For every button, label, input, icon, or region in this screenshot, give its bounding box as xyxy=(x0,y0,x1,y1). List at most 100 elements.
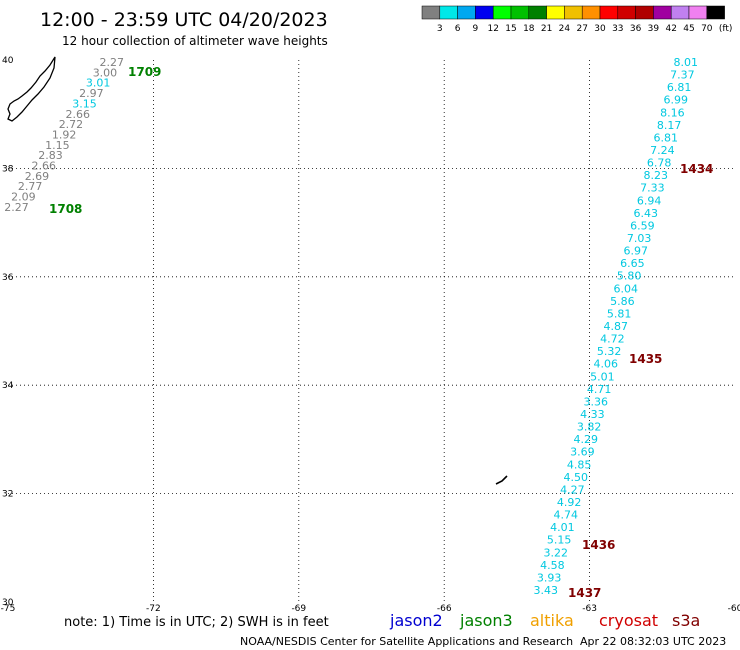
legend-swatch xyxy=(599,5,619,20)
wave-height-label: 5.81 xyxy=(607,307,632,320)
legend-label: 70 xyxy=(701,24,713,34)
lat-tick-label: 30 xyxy=(2,598,14,608)
wave-height-label: 6.04 xyxy=(614,282,639,295)
lon-tick-label: -72 xyxy=(146,604,161,614)
lat-tick-label: 34 xyxy=(2,381,14,391)
legend-swatch xyxy=(581,5,601,20)
lon-tick-label: -66 xyxy=(437,604,452,614)
legend-label: 27 xyxy=(576,24,587,34)
wave-height-label: 3.22 xyxy=(544,546,569,559)
legend-label: 6 xyxy=(455,24,461,34)
pass-time-label: 1709 xyxy=(128,65,161,79)
wave-height-label: 4.27 xyxy=(560,483,585,496)
legend-label: 9 xyxy=(473,24,479,34)
legend-swatch xyxy=(564,5,583,20)
satellite-name: cryosat xyxy=(599,611,658,630)
wave-height-label: 4.74 xyxy=(554,509,579,522)
legend-swatch xyxy=(635,5,654,20)
wave-height-label: 2.77 xyxy=(18,180,43,193)
lat-tick-label: 32 xyxy=(2,490,13,500)
wave-height-label: 5.32 xyxy=(597,345,622,358)
wave-height-label: 1.15 xyxy=(45,139,70,152)
legend-label: 18 xyxy=(523,24,535,34)
wave-height-label: 7.03 xyxy=(627,232,652,245)
pass-time-label: 1708 xyxy=(49,202,82,216)
satellite-name: jason3 xyxy=(459,611,513,630)
credit-text: NOAA/NESDIS Center for Satellite Applica… xyxy=(240,635,573,648)
wave-height-label: 6.43 xyxy=(634,207,659,220)
wave-height-label: 6.94 xyxy=(637,194,662,207)
legend-label: 21 xyxy=(541,24,552,34)
wave-height-label: 7.24 xyxy=(650,144,675,157)
legend-unit: (ft) xyxy=(719,24,733,34)
wave-height-label: 2.66 xyxy=(66,108,91,121)
wave-height-label: 8.16 xyxy=(660,106,685,119)
wave-height-label: 2.97 xyxy=(79,87,104,100)
lat-tick-label: 36 xyxy=(2,273,14,283)
wave-height-label: 6.59 xyxy=(630,219,655,232)
wave-height-label: 3.43 xyxy=(534,584,559,597)
map-title: 12:00 - 23:59 UTC 04/20/2023 xyxy=(40,9,328,31)
wave-height-label: 3.01 xyxy=(86,77,111,90)
legend-swatch xyxy=(546,5,565,20)
wave-height-label: 2.83 xyxy=(38,149,63,162)
wave-height-label: 3.93 xyxy=(537,571,562,584)
wave-height-label: 6.97 xyxy=(624,245,649,258)
wave-height-label: 4.29 xyxy=(574,433,599,446)
pass-time-label: 1434 xyxy=(680,162,713,176)
legend-label: 15 xyxy=(505,24,516,34)
legend-swatch xyxy=(421,5,441,20)
wave-height-label: 2.27 xyxy=(4,201,29,214)
pass-time-labels: 1709 1708 1434 1435 1436 1437 xyxy=(49,65,713,600)
pass-time-label: 1435 xyxy=(629,352,662,366)
coastline-shape xyxy=(7,56,508,485)
color-legend: 3 6 9 12 15 18 21 24 27 30 33 36 39 42 45 70 (ft) xyxy=(421,5,733,34)
legend-label: 45 xyxy=(683,24,694,34)
axis-tick-labels: -75 -72 -69 -66 -63 -60 40 38 36 34 32 30 xyxy=(1,56,740,614)
satellite-name: jason2 xyxy=(389,611,443,630)
wave-height-label: 4.01 xyxy=(550,521,575,534)
legend-swatch xyxy=(706,5,725,20)
legend-swatch xyxy=(457,5,476,20)
wave-height-label: 3.69 xyxy=(570,446,595,459)
wave-height-label: 5.86 xyxy=(610,295,635,308)
satellite-legend: jason2 jason3 altika cryosat s3a xyxy=(389,611,700,630)
legend-swatch xyxy=(617,5,636,20)
lat-tick-label: 38 xyxy=(2,164,14,174)
cyan-track-values: 8.017.376.816.998.168.176.817.246.788.23… xyxy=(534,56,699,597)
legend-swatch xyxy=(653,5,672,20)
wave-height-label: 7.33 xyxy=(640,182,665,195)
wave-height-label: 6.65 xyxy=(620,257,645,270)
wave-height-label: 2.09 xyxy=(11,191,36,204)
wave-height-label: 4.71 xyxy=(587,383,612,396)
legend-label: 3 xyxy=(437,24,443,34)
wave-height-label: 5.15 xyxy=(547,534,572,547)
wave-height-label: 4.58 xyxy=(540,559,565,572)
lon-tick-label: -60 xyxy=(728,604,740,614)
gray-track-values: 2.273.003.012.973.152.662.721.921.152.83… xyxy=(4,56,124,214)
legend-label: 24 xyxy=(559,24,571,34)
satellite-name: s3a xyxy=(672,611,700,630)
legend-swatch xyxy=(439,5,458,20)
wave-height-label: 8.17 xyxy=(657,119,682,132)
wave-height-label: 6.99 xyxy=(664,94,689,107)
wave-height-label: 8.23 xyxy=(644,169,669,182)
timestamp-text: Apr 22 08:32:03 UTC 2023 xyxy=(580,635,726,648)
wave-height-label: 4.50 xyxy=(564,471,589,484)
map-subtitle: 12 hour collection of altimeter wave hei… xyxy=(62,34,328,48)
legend-swatch xyxy=(528,5,547,20)
wave-height-label: 3.36 xyxy=(584,395,609,408)
wave-height-label: 2.66 xyxy=(32,160,57,173)
wave-height-label: 5.80 xyxy=(617,270,642,283)
legend-swatch xyxy=(510,5,530,20)
wave-height-label: 8.01 xyxy=(674,56,699,69)
legend-label: 36 xyxy=(630,24,642,34)
wave-height-label: 2.72 xyxy=(59,118,84,131)
satellite-name: altika xyxy=(530,611,574,630)
wave-height-label: 4.87 xyxy=(604,320,629,333)
wave-height-label: 6.81 xyxy=(667,81,692,94)
legend-swatch xyxy=(688,5,708,20)
legend-swatch xyxy=(492,5,512,20)
wave-height-label: 3.00 xyxy=(93,66,118,79)
